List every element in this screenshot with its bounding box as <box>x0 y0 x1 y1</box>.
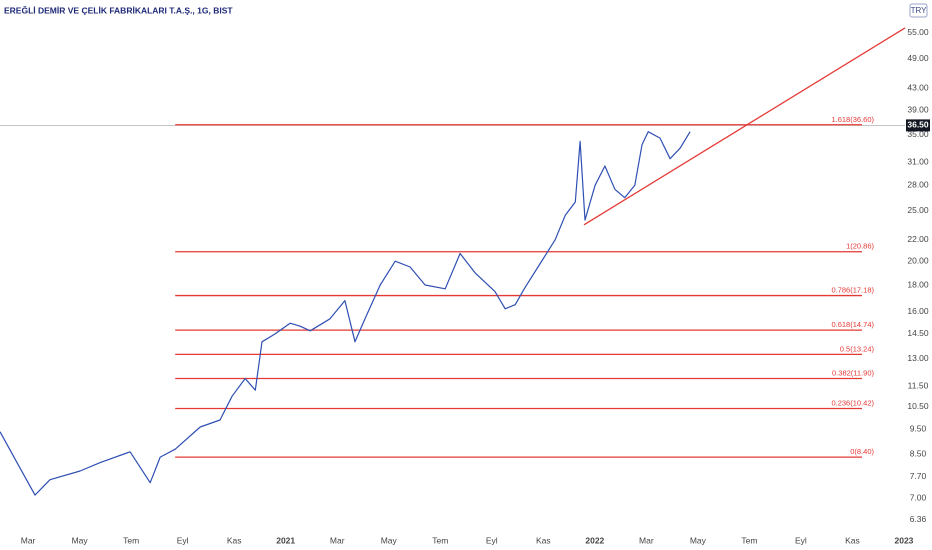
y-tick-label: 25.00 <box>907 205 929 215</box>
y-tick-label: 49.00 <box>907 53 929 63</box>
y-tick-label: 9.50 <box>910 424 927 434</box>
fib-label: 0.5(13.24) <box>840 344 875 353</box>
fib-label: 0.786(17.18) <box>831 286 874 295</box>
x-tick-label: Mar <box>21 535 36 545</box>
x-tick-label: May <box>72 535 89 545</box>
y-tick-label: 11.50 <box>908 380 929 390</box>
x-tick-label: Kas <box>536 535 551 545</box>
y-tick-label: 20.00 <box>907 255 929 265</box>
x-tick-label: Tem <box>123 535 139 545</box>
x-tick-label: May <box>690 535 707 545</box>
y-tick-label: 31.00 <box>907 157 929 167</box>
y-tick-label: 7.70 <box>910 471 927 481</box>
last-price-label: 36.50 <box>907 120 929 130</box>
currency-box[interactable] <box>909 3 928 18</box>
x-tick-label: Eyl <box>486 535 498 545</box>
fib-label: 1.618(36.60) <box>831 115 874 124</box>
x-tick-label: Eyl <box>177 535 189 545</box>
y-tick-label: 13.00 <box>907 353 929 363</box>
y-tick-label: 39.00 <box>907 105 929 115</box>
fib-label: 1(20.86) <box>846 242 874 251</box>
last-price-badge <box>906 119 930 132</box>
y-tick-label: 6.36 <box>910 514 927 524</box>
x-tick-label: Kas <box>227 535 242 545</box>
x-tick-label: Eyl <box>795 535 807 545</box>
y-tick-label: 16.00 <box>907 306 929 316</box>
y-tick-label: 28.00 <box>907 180 929 190</box>
y-tick-label: 35.00 <box>907 129 929 139</box>
x-tick-label: May <box>381 535 398 545</box>
fib-label: 0.618(14.74) <box>831 320 874 329</box>
y-tick-label: 14.50 <box>907 328 929 338</box>
y-tick-label: 55.00 <box>907 27 929 37</box>
trendline <box>583 27 906 226</box>
y-tick-label: 18.00 <box>907 279 929 289</box>
x-tick-label: Tem <box>741 535 757 545</box>
x-tick-label: 2023 <box>895 535 914 545</box>
currency[interactable]: TRY <box>911 6 928 15</box>
x-tick-label: Tem <box>432 535 448 545</box>
y-tick-label: 8.50 <box>910 449 927 459</box>
y-tick-label: 22.00 <box>907 234 929 244</box>
x-tick-label: Mar <box>330 535 345 545</box>
fib-label: 0.382(11.90) <box>832 368 874 377</box>
x-tick-label: Kas <box>845 535 860 545</box>
fib-label: 0.236(10.42) <box>831 398 874 407</box>
y-tick-label: 7.00 <box>910 493 927 503</box>
x-tick-label: 2021 <box>276 535 295 545</box>
price-line <box>0 131 691 496</box>
x-tick-label: 2022 <box>585 535 604 545</box>
x-tick-label: Mar <box>639 535 654 545</box>
y-tick-label: 43.00 <box>907 83 929 93</box>
y-tick-label: 10.50 <box>907 401 929 411</box>
chart-title: EREĞLİ DEMİR VE ÇELİK FABRİKALARI T.A.Ş.… <box>4 4 233 15</box>
fib-label: 0(8.40) <box>850 447 874 456</box>
